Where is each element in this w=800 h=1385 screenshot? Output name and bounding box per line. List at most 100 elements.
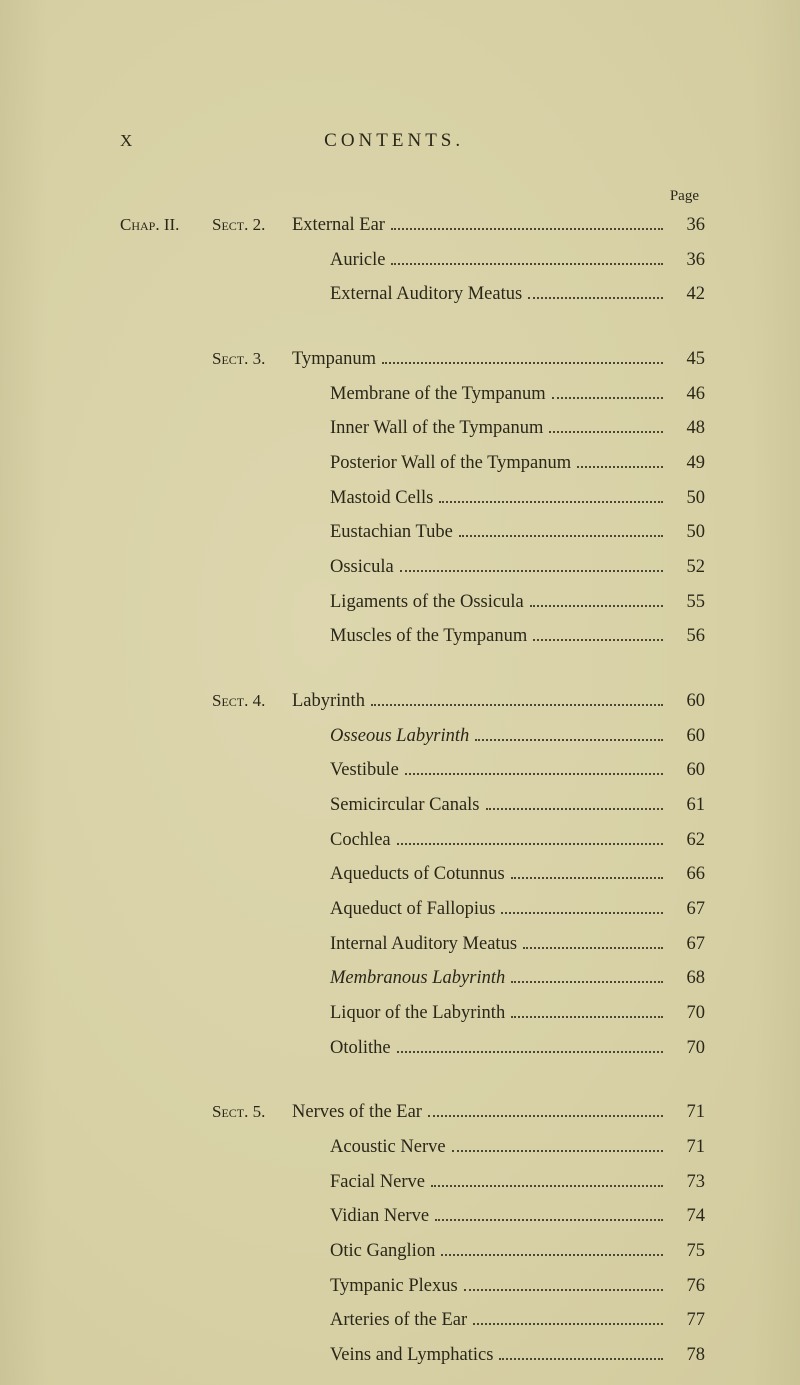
toc-line: Eustachian Tube50 <box>120 518 705 547</box>
toc-entry-page: 75 <box>669 1237 705 1266</box>
dot-leader <box>523 947 663 949</box>
dot-leader <box>391 263 663 265</box>
dot-leader <box>530 605 663 607</box>
toc-line: Aqueduct of Fallopius67 <box>120 895 705 924</box>
dot-leader <box>391 228 663 230</box>
dot-leader <box>528 297 663 299</box>
toc-body: Chap. II.Sect. 2.External Ear36Auricle36… <box>120 211 705 1370</box>
toc-entry-title: Vestibule <box>292 756 399 785</box>
dot-leader <box>439 501 663 503</box>
toc-title-cell: Tympanic Plexus <box>292 1272 669 1301</box>
dot-leader <box>431 1185 663 1187</box>
contents-heading: CONTENTS. <box>113 130 675 152</box>
chapter-label: Chap. II. <box>120 212 212 238</box>
toc-entry-page: 78 <box>669 1341 705 1370</box>
toc-title-cell: Membranous Labyrinth <box>292 964 669 993</box>
toc-entry-page: 50 <box>669 484 705 513</box>
dot-leader <box>435 1219 663 1221</box>
toc-entry-page: 49 <box>669 449 705 478</box>
toc-title-cell: Tympanum <box>292 345 669 374</box>
dot-leader <box>475 739 663 741</box>
toc-line: External Auditory Meatus42 <box>120 280 705 309</box>
toc-title-cell: Mastoid Cells <box>292 484 669 513</box>
toc-line: Inner Wall of the Tympanum48 <box>120 414 705 443</box>
toc-line: Aqueducts of Cotunnus 66 <box>120 860 705 889</box>
dot-leader <box>473 1323 663 1325</box>
toc-entry-title: Semicircular Canals <box>292 791 480 820</box>
toc-line: Ligaments of the Ossicula 55 <box>120 588 705 617</box>
dot-leader <box>464 1289 663 1291</box>
toc-title-cell: Vestibule <box>292 756 669 785</box>
dot-leader <box>400 570 663 572</box>
toc-line: Mastoid Cells 50 <box>120 484 705 513</box>
toc-entry-page: 62 <box>669 826 705 855</box>
toc-line: Internal Auditory Meatus67 <box>120 930 705 959</box>
dot-leader <box>397 1051 663 1053</box>
toc-line: Vestibule60 <box>120 756 705 785</box>
toc-title-cell: Internal Auditory Meatus <box>292 930 669 959</box>
toc-entry-page: 71 <box>669 1133 705 1162</box>
toc-entry-title: Membrane of the Tympanum <box>292 380 546 409</box>
dot-leader <box>428 1115 663 1117</box>
dot-leader <box>552 397 663 399</box>
dot-leader <box>452 1150 663 1152</box>
header-row: X CONTENTS. <box>120 130 705 152</box>
toc-entry-title: Acoustic Nerve <box>292 1133 446 1162</box>
toc-title-cell: Semicircular Canals <box>292 791 669 820</box>
toc-entry-title: Eustachian Tube <box>292 518 453 547</box>
toc-entry-page: 46 <box>669 380 705 409</box>
toc-title-cell: Inner Wall of the Tympanum <box>292 414 669 443</box>
toc-entry-title: Otolithe <box>292 1034 391 1063</box>
toc-entry-title: Mastoid Cells <box>292 484 433 513</box>
toc-line: Arteries of the Ear77 <box>120 1306 705 1335</box>
toc-entry-title: Vidian Nerve <box>292 1202 429 1231</box>
section-label: Sect. 2. <box>212 212 292 238</box>
toc-title-cell: Veins and Lymphatics <box>292 1341 669 1370</box>
toc-entry-title: Facial Nerve <box>292 1168 425 1197</box>
section-block: Sect. 3.Tympanum 45 Membrane of the Tympan… <box>120 345 705 651</box>
toc-title-cell: Ossicula <box>292 553 669 582</box>
toc-entry-page: 73 <box>669 1168 705 1197</box>
toc-line: Otolithe70 <box>120 1034 705 1063</box>
toc-entry-title: Veins and Lymphatics <box>292 1341 493 1370</box>
toc-title-cell: Posterior Wall of the Tympanum <box>292 449 669 478</box>
section-block: Sect. 4.Labyrinth60Osseous Labyrinth60Ve… <box>120 687 705 1062</box>
toc-entry-title: Aqueducts of Cotunnus <box>292 860 505 889</box>
dot-leader <box>486 808 664 810</box>
toc-entry-title: External Ear <box>292 211 385 240</box>
dot-leader <box>501 912 663 914</box>
dot-leader <box>382 362 663 364</box>
toc-entry-title: Nerves of the Ear <box>292 1098 422 1127</box>
toc-entry-page: 45 <box>669 345 705 374</box>
dot-leader <box>441 1254 663 1256</box>
toc-entry-title: Arteries of the Ear <box>292 1306 467 1335</box>
toc-entry-title: Osseous Labyrinth <box>292 722 469 751</box>
toc-title-cell: Membrane of the Tympanum <box>292 380 669 409</box>
toc-line: Cochlea 62 <box>120 826 705 855</box>
dot-leader <box>533 639 663 641</box>
toc-line: Muscles of the Tympanum56 <box>120 622 705 651</box>
toc-line: Posterior Wall of the Tympanum49 <box>120 449 705 478</box>
toc-title-cell: Cochlea <box>292 826 669 855</box>
section-block: Sect. 5.Nerves of the Ear 71 Acoustic Nerv… <box>120 1098 705 1369</box>
toc-title-cell: External Auditory Meatus <box>292 280 669 309</box>
section-label: Sect. 5. <box>212 1099 292 1125</box>
toc-entry-title: Cochlea <box>292 826 391 855</box>
dot-leader <box>499 1358 663 1360</box>
toc-title-cell: Aqueduct of Fallopius <box>292 895 669 924</box>
toc-entry-page: 48 <box>669 414 705 443</box>
toc-line: Membrane of the Tympanum 46 <box>120 380 705 409</box>
toc-title-cell: Muscles of the Tympanum <box>292 622 669 651</box>
section-label: Sect. 3. <box>212 346 292 372</box>
toc-entry-page: 55 <box>669 588 705 617</box>
toc-line: Semicircular Canals61 <box>120 791 705 820</box>
toc-entry-page: 74 <box>669 1202 705 1231</box>
toc-entry-page: 66 <box>669 860 705 889</box>
toc-entry-title: Tympanum <box>292 345 376 374</box>
toc-title-cell: Arteries of the Ear <box>292 1306 669 1335</box>
toc-entry-title: Ossicula <box>292 553 394 582</box>
section-label: Sect. 4. <box>212 688 292 714</box>
toc-entry-title: Tympanic Plexus <box>292 1272 458 1301</box>
toc-entry-title: Ligaments of the Ossicula <box>292 588 524 617</box>
dot-leader <box>511 981 663 983</box>
